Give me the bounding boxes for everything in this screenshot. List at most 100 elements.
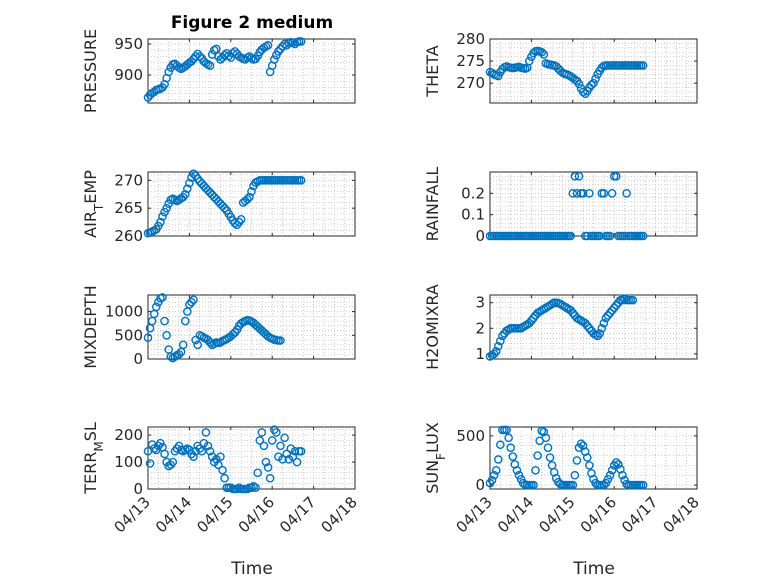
data-point (525, 56, 534, 66)
y-tick-label: 0 (133, 480, 143, 498)
subplot-6: 1 2 3 H2OMIXRA (423, 284, 698, 370)
data-point (589, 78, 598, 88)
data-point (263, 40, 273, 50)
y-axis-label: SUNFLUX (423, 422, 448, 494)
data-point (574, 79, 584, 89)
data-point (183, 444, 192, 453)
data-point (585, 189, 594, 198)
data-point (164, 67, 173, 77)
data-point (638, 231, 648, 241)
data-point (292, 457, 302, 467)
data-point (158, 293, 167, 302)
x-tick-label: 04/16 (235, 493, 278, 536)
data-point (205, 61, 215, 71)
x-tick-label: 04/15 (535, 493, 578, 536)
data-point (568, 308, 578, 318)
subplot-1: 900 950 PRESSURE (81, 29, 356, 113)
data-point (607, 306, 617, 315)
data-point (249, 482, 258, 491)
data-point (145, 459, 155, 468)
data-point (568, 189, 578, 198)
data-point (533, 451, 542, 460)
data-point (230, 47, 240, 56)
data-point (504, 433, 513, 443)
data-point (203, 441, 213, 451)
data-point (487, 475, 497, 485)
data-point (160, 449, 169, 459)
x-tick-label: 04/17 (276, 493, 319, 536)
y-tick-label: 0 (475, 476, 485, 494)
data-point (496, 336, 505, 346)
data-point (197, 331, 207, 341)
data-point (280, 433, 289, 443)
data-point (543, 443, 553, 452)
data-point (162, 203, 171, 213)
data-point (220, 473, 229, 483)
data-point (276, 336, 285, 345)
y-axis-label: TERRMSL (81, 422, 106, 495)
data-point (539, 50, 549, 59)
data-point (245, 192, 254, 202)
data-point (566, 231, 576, 241)
data-point (178, 340, 188, 350)
data-point (197, 446, 207, 456)
data-point (180, 445, 190, 455)
data-point (158, 212, 167, 221)
data-point (572, 456, 582, 465)
data-point (226, 53, 236, 62)
data-point (585, 461, 594, 470)
data-point (187, 297, 196, 307)
data-point (272, 428, 281, 437)
data-point (491, 347, 501, 356)
data-point (212, 44, 221, 54)
data-point (176, 445, 186, 455)
y-axis-label: H2OMIXRA (423, 284, 442, 370)
data-point (595, 231, 605, 241)
data-point (205, 338, 215, 347)
data-point (591, 74, 600, 84)
data-point (578, 189, 588, 198)
data-point (232, 484, 242, 494)
data-point (570, 470, 580, 480)
data-point (288, 452, 298, 461)
data-point (290, 446, 300, 456)
data-point (489, 470, 499, 480)
data-point (618, 470, 627, 480)
data-point (525, 318, 534, 328)
data-point (269, 55, 279, 64)
y-tick-label: 265 (114, 199, 143, 217)
data-point (582, 453, 592, 462)
data-point (251, 483, 260, 492)
y-tick-label: 0.1 (461, 206, 485, 224)
data-point (193, 340, 202, 350)
x-tick-label: 04/17 (618, 493, 661, 536)
data-point (607, 466, 617, 475)
data-point (170, 352, 180, 361)
y-tick-label: 270 (114, 171, 143, 189)
data-point (218, 465, 227, 475)
x-tick-label: 04/18 (318, 493, 361, 536)
x-tick-label: 04/13 (453, 493, 496, 536)
data-point (572, 189, 582, 198)
data-point (628, 295, 638, 305)
data-point (257, 428, 267, 437)
data-point (180, 316, 190, 326)
data-point (599, 318, 609, 328)
data-point (578, 87, 588, 97)
data-point (162, 330, 171, 340)
x-tick-label: 04/16 (577, 493, 620, 536)
x-tick-label: 04/13 (111, 493, 154, 536)
data-point (527, 316, 536, 325)
y-axis-label: PRESSURE (81, 29, 100, 113)
data-point (247, 187, 256, 196)
y-tick-label: 275 (456, 52, 485, 70)
data-point (529, 313, 538, 323)
y-tick-label: 280 (456, 30, 485, 48)
data-point (174, 349, 184, 359)
data-point (512, 466, 522, 475)
data-point (593, 331, 602, 341)
data-point (603, 311, 613, 320)
y-tick-label: 500 (456, 427, 485, 445)
